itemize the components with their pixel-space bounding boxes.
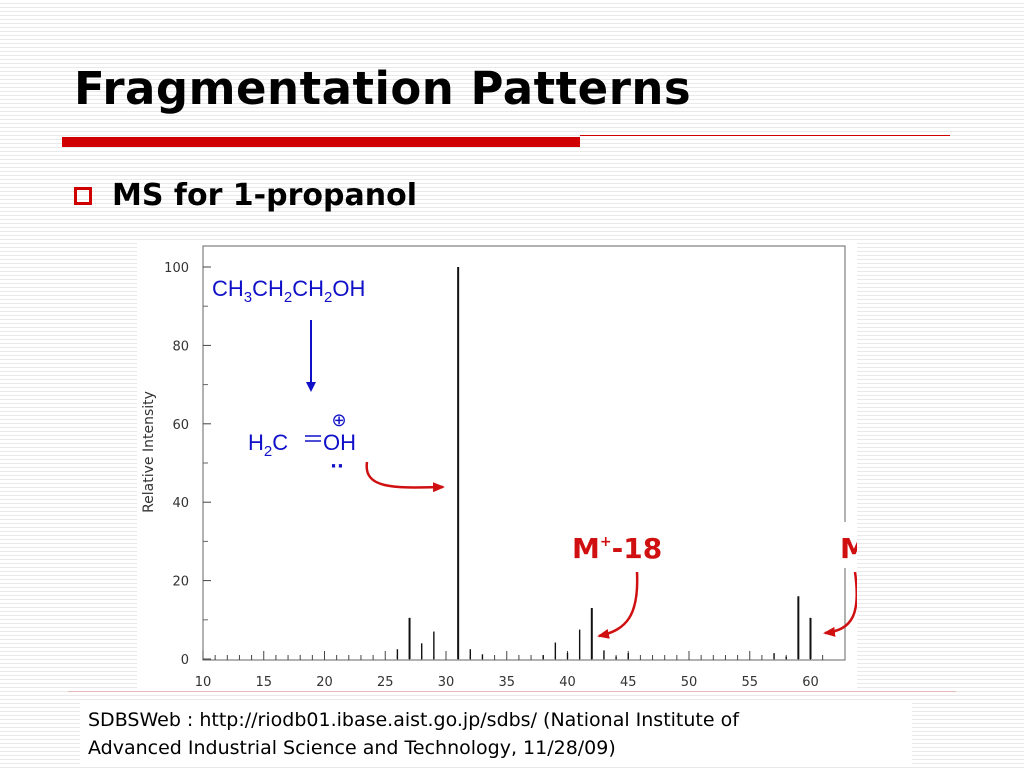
x-tick-label: 25 [377, 675, 394, 690]
title-rule-thin [580, 135, 950, 136]
plot-frame [202, 245, 846, 661]
arrow-to-molecular-ion-icon [823, 571, 857, 637]
fragment-right: OH [323, 430, 356, 455]
label-molecular-ion: M+ [840, 532, 857, 565]
bullet-text: MS for 1-propanol [112, 178, 417, 213]
formula-part: 3 [244, 289, 252, 306]
label-charge: + [600, 534, 612, 550]
fragment-part: C [272, 430, 288, 455]
label-suffix: -18 [612, 532, 663, 565]
label-m-minus-18: M+-18 [572, 532, 662, 565]
x-tick-label: 30 [438, 675, 455, 690]
fragment-left: H2C [248, 430, 288, 460]
bullet-square-icon [74, 186, 92, 205]
formula-part: CH [212, 276, 244, 301]
page-title: Fragmentation Patterns [74, 62, 692, 115]
x-tick-label: 50 [681, 675, 698, 690]
x-tick-label: 10 [195, 675, 212, 690]
arrow-to-m-minus-18-icon [597, 571, 639, 639]
x-tick-label: 15 [255, 675, 272, 690]
fragment-part: 2 [264, 443, 272, 460]
y-tick-label: 40 [172, 496, 189, 511]
mass-spectrum-chart: 0 20 40 60 80 100 10 15 20 25 30 35 40 45 50 55 60 Relati… [141, 245, 857, 690]
fragment-part: H [248, 430, 264, 455]
formula-part: 2 [324, 289, 332, 306]
formula-part: CH [252, 276, 284, 301]
label-bg [563, 522, 691, 568]
y-tick-label: 0 [181, 653, 189, 668]
x-tick-label: 20 [316, 675, 333, 690]
label-text: M [572, 532, 600, 565]
y-tick-label: 80 [172, 339, 189, 354]
source-citation: SDBSWeb : http://riodb01.ibase.aist.go.j… [80, 702, 912, 764]
y-tick-label: 100 [164, 261, 189, 276]
arrow-to-base-peak-icon [365, 461, 445, 493]
lone-pair-icon: ·· [330, 456, 344, 477]
positive-charge-icon: ⊕ [331, 410, 346, 431]
formula-part: OH [332, 276, 365, 301]
formula-part: 2 [284, 289, 292, 306]
molecule-formula: CH3CH2CH2OH [212, 276, 365, 306]
label-bg [827, 522, 857, 568]
y-tick-label: 20 [172, 575, 189, 590]
citation-rule [68, 691, 956, 692]
x-tick-label: 40 [559, 675, 576, 690]
x-tick-label: 60 [802, 675, 819, 690]
label-text: M [840, 532, 857, 565]
x-tick-label: 35 [498, 675, 515, 690]
bullet-item: MS for 1-propanol [74, 178, 417, 213]
title-rule [62, 137, 580, 147]
y-tick-label: 60 [172, 418, 189, 433]
spectrum-panel: 0 20 40 60 80 100 10 15 20 25 30 35 40 45 50 55 60 Relati… [137, 240, 857, 695]
x-tick-label: 45 [620, 675, 637, 690]
formula-part: CH [292, 276, 324, 301]
y-axis-label: Relative Intensity [141, 391, 157, 513]
x-tick-label: 55 [741, 675, 758, 690]
